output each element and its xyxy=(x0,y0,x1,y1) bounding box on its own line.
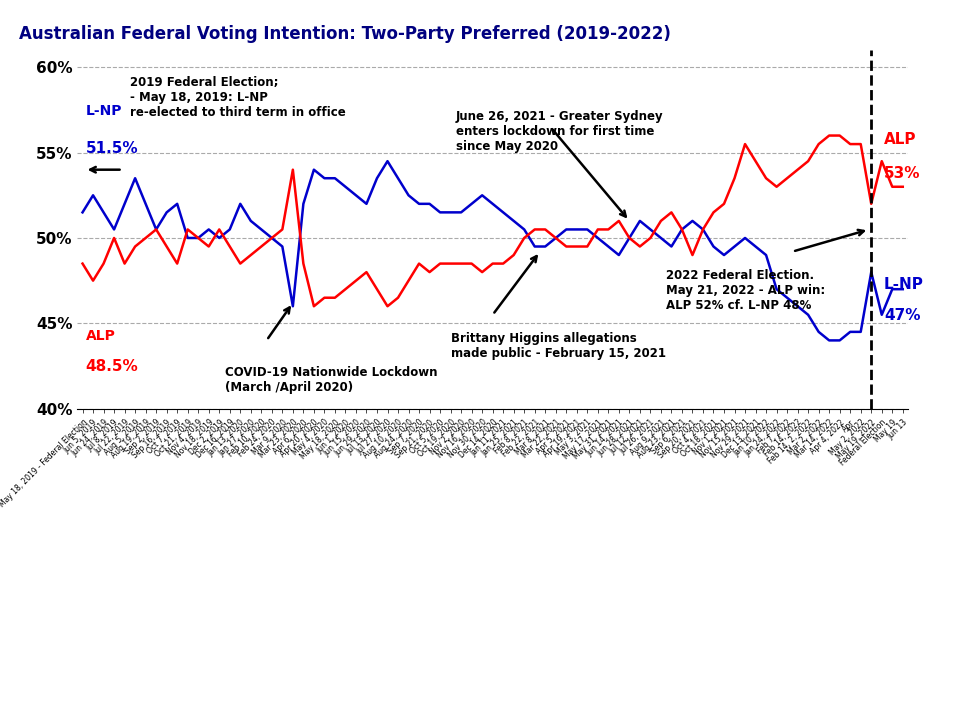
Text: 2019 Federal Election;
- May 18, 2019: L-NP
re-elected to third term in office: 2019 Federal Election; - May 18, 2019: L… xyxy=(129,76,346,119)
Text: 53%: 53% xyxy=(884,166,921,181)
Text: ALP: ALP xyxy=(884,132,917,147)
Text: 51.5%: 51.5% xyxy=(86,141,138,156)
Text: COVID-19 Nationwide Lockdown
(March /April 2020): COVID-19 Nationwide Lockdown (March /Apr… xyxy=(224,366,437,394)
Text: ALP: ALP xyxy=(86,329,116,343)
Text: Brittany Higgins allegations
made public - February 15, 2021: Brittany Higgins allegations made public… xyxy=(450,332,666,360)
Text: 48.5%: 48.5% xyxy=(86,359,138,374)
Text: 47%: 47% xyxy=(884,308,921,323)
Text: L-NP: L-NP xyxy=(86,104,122,118)
Text: L-NP: L-NP xyxy=(884,277,923,293)
Text: 2022 Federal Election.
May 21, 2022 - ALP win:
ALP 52% cf. L-NP 48%: 2022 Federal Election. May 21, 2022 - AL… xyxy=(667,269,825,312)
Text: June 26, 2021 - Greater Sydney
enters lockdown for first time
since May 2020: June 26, 2021 - Greater Sydney enters lo… xyxy=(456,110,664,153)
Text: Australian Federal Voting Intention: Two-Party Preferred (2019-2022): Australian Federal Voting Intention: Two… xyxy=(19,25,671,43)
